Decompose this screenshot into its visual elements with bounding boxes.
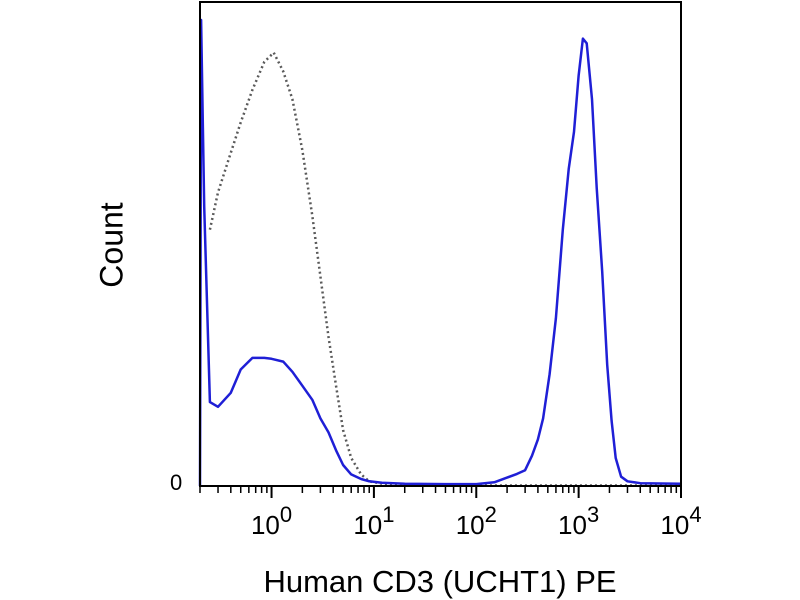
x-tick-label: 102 — [456, 502, 497, 540]
y-tick-label-zero: 0 — [170, 470, 183, 495]
series-2-line — [198, 18, 682, 487]
x-tick-label: 101 — [353, 502, 394, 540]
x-tick-label: 103 — [558, 502, 599, 540]
x-axis-label: Human CD3 (UCHT1) PE — [263, 564, 617, 599]
x-tick-label: 100 — [251, 502, 292, 540]
y-axis-label: Count — [93, 202, 130, 288]
x-tick-label: 104 — [660, 502, 701, 540]
plot-frame — [199, 1, 682, 487]
